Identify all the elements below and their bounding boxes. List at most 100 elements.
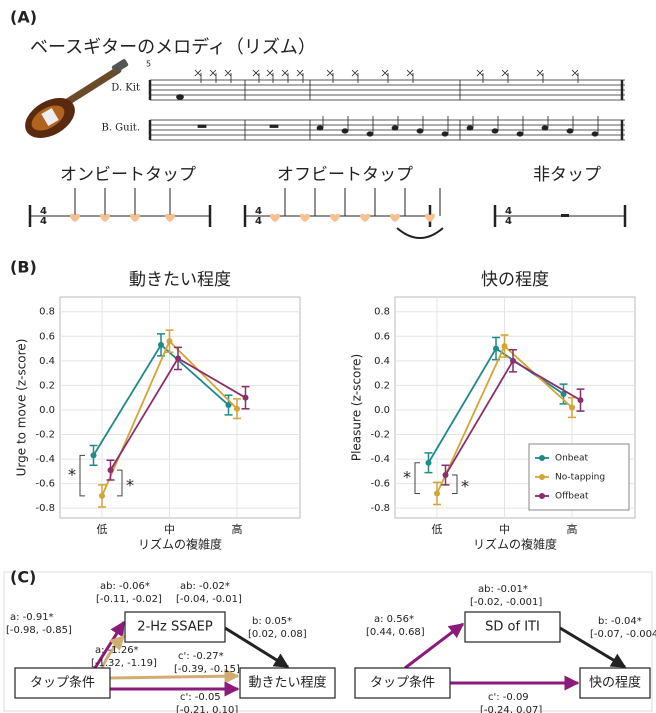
drum-note	[297, 70, 303, 83]
drum-note	[267, 70, 273, 83]
chart-title: 動きたい程度	[129, 270, 231, 290]
y-tick-label: 0.8	[374, 307, 390, 318]
data-point	[510, 358, 516, 364]
path-coef: ab: -0.01*	[478, 584, 528, 595]
tapping-label: オンビートタップ	[60, 165, 196, 185]
y-tick-label: 0.6	[374, 331, 390, 342]
bass-note	[317, 126, 323, 130]
data-point	[91, 452, 97, 458]
bass-note	[367, 132, 373, 136]
x-tick-label: 低	[432, 523, 443, 536]
data-point	[569, 405, 575, 411]
data-point	[175, 355, 181, 361]
path-ci: [-1.32, -1.19]	[91, 658, 157, 669]
path-ci: [-0.04, -0.01]	[176, 594, 242, 605]
score-title: ベースギターのメロディ（リズム）	[30, 37, 316, 58]
legend-swatch-dot	[539, 455, 545, 461]
path-ci: [-0.39, -0.15]	[174, 664, 240, 675]
path-coef: ab: -0.06*	[100, 581, 150, 592]
path-ci: [-0.21, 0.10]	[176, 705, 238, 713]
drum-note	[407, 70, 413, 83]
node-label: 快の程度	[589, 675, 641, 691]
drum-note	[282, 70, 288, 83]
rest	[198, 125, 206, 128]
tapping-label: 非タップ	[533, 165, 601, 185]
path-ci: [0.02, 0.08]	[248, 629, 307, 640]
drum-note	[253, 70, 259, 83]
path-coef: b: 0.05*	[252, 616, 292, 627]
data-point	[99, 493, 105, 499]
drum-note	[327, 70, 333, 83]
x-tick-label: 高	[567, 522, 578, 536]
chart-title: 快の程度	[481, 270, 549, 290]
rest	[561, 214, 569, 217]
x-tick-label: 高	[232, 522, 243, 536]
tie	[397, 228, 443, 238]
y-axis-label: Urge to move (z-score)	[15, 339, 29, 477]
drum-note	[195, 70, 201, 83]
instrument-label: B. Guit.	[101, 123, 140, 134]
tapping-label: オフビートタップ	[277, 165, 413, 185]
data-point	[234, 406, 240, 412]
panel-label: (C)	[10, 568, 36, 587]
drum-note	[537, 70, 543, 83]
bass-note	[392, 126, 398, 130]
rest	[270, 125, 278, 128]
tap-heart	[390, 214, 400, 222]
y-tick-label: 0.0	[374, 405, 390, 416]
bass-note	[177, 95, 184, 100]
drum-note	[502, 70, 508, 83]
bass-note	[492, 129, 498, 133]
node-label: タップ条件	[30, 675, 95, 691]
y-tick-label: -0.2	[35, 430, 55, 441]
data-point	[243, 395, 249, 401]
time-signature: 4	[40, 216, 47, 227]
figure: (A)(B)(C)ベースギターのメロディ（リズム）5D. KitB. Guit.…	[0, 0, 656, 713]
path-ci: [0.44, 0.68]	[366, 627, 425, 638]
drum-note	[352, 70, 358, 83]
data-point	[434, 490, 440, 496]
x-tick-label: 中	[499, 523, 510, 536]
y-tick-label: -0.6	[370, 479, 390, 490]
node-label: 2-Hz SSAEP	[137, 620, 213, 635]
node-label: タップ条件	[370, 675, 435, 691]
drum-note	[225, 70, 231, 83]
node-label: 動きたい程度	[248, 675, 326, 691]
y-tick-label: -0.6	[35, 479, 55, 490]
bass-note	[567, 129, 573, 133]
tap-heart	[270, 214, 280, 222]
y-tick-label: -0.8	[35, 503, 55, 514]
sig-star: *	[461, 477, 469, 496]
plot-panel	[60, 297, 300, 518]
legend-swatch-dot	[539, 474, 545, 480]
sig-star: *	[403, 468, 411, 487]
path-ci: [-0.24, 0.07]	[480, 705, 542, 713]
data-point	[502, 343, 508, 349]
y-tick-label: -0.4	[370, 454, 390, 465]
data-point	[158, 342, 164, 348]
x-tick-label: 低	[97, 523, 108, 536]
legend-label: Offbeat	[555, 492, 589, 502]
bass-note	[592, 132, 598, 136]
y-tick-label: 0.0	[39, 405, 55, 416]
drum-note	[382, 70, 388, 83]
y-tick-label: -0.2	[370, 430, 390, 441]
y-tick-label: 0.2	[39, 380, 55, 391]
path-coef: a: -0.91*	[10, 612, 54, 623]
instrument-label: D. Kit	[111, 83, 140, 94]
node-label: SD of ITI	[485, 620, 540, 635]
path-coef: c': -0.27*	[178, 651, 224, 662]
tap-heart	[360, 214, 370, 222]
path-coef: a: 0.56*	[374, 614, 414, 625]
drum-note	[572, 70, 578, 83]
data-point	[167, 338, 173, 344]
path-ci: [-0.07, -0.004]	[590, 629, 656, 640]
panel-label: (B)	[10, 258, 37, 277]
y-tick-label: 0.4	[39, 356, 55, 367]
bass-note	[417, 129, 423, 133]
path-ci: [-0.98, -0.85]	[6, 625, 72, 636]
bass-note	[342, 129, 348, 133]
y-tick-label: -0.8	[370, 503, 390, 514]
x-tick-label: 中	[164, 523, 175, 536]
path-coef: a: -1.26*	[95, 645, 139, 656]
